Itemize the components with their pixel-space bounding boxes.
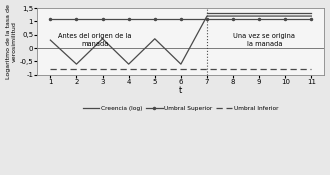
Y-axis label: Logaritmo de la tasa de
verosimilitud: Logaritmo de la tasa de verosimilitud xyxy=(6,4,17,79)
Text: Antes del origen de la
manada: Antes del origen de la manada xyxy=(58,33,131,47)
X-axis label: t: t xyxy=(179,86,182,95)
Legend: Creencia (log), Umbral Superior, Umbral Inferior: Creencia (log), Umbral Superior, Umbral … xyxy=(81,104,281,113)
Text: Una vez se origina
la manada: Una vez se origina la manada xyxy=(233,33,295,47)
